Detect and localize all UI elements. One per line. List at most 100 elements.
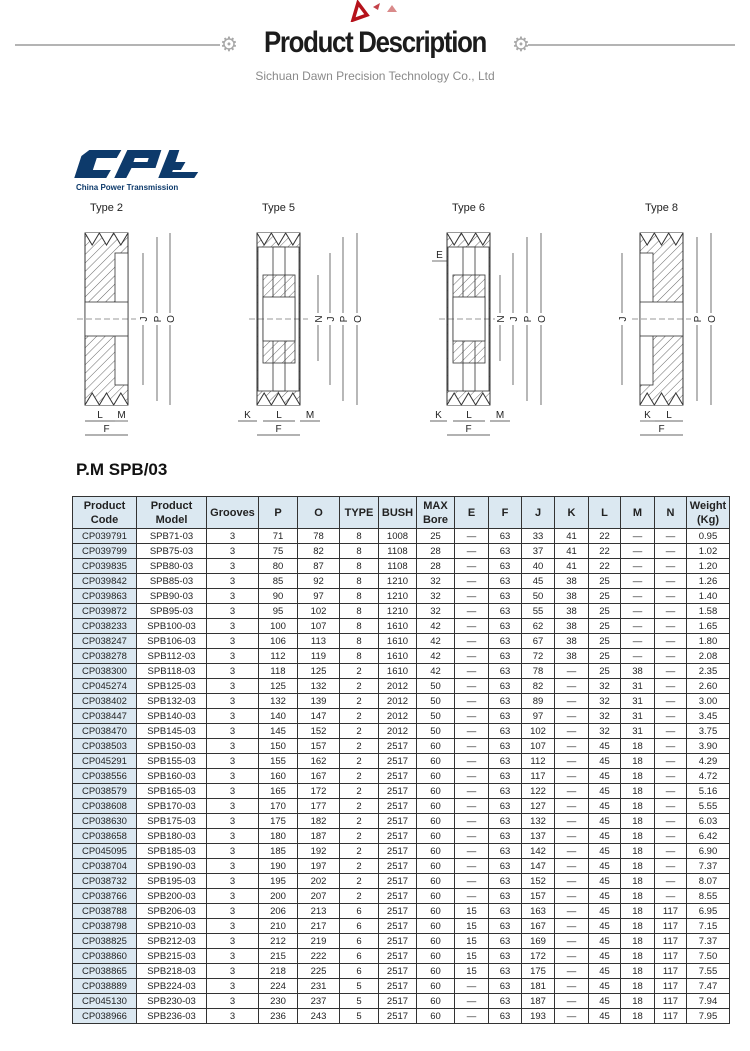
table-cell: 2517 bbox=[378, 963, 417, 979]
table-cell: 2.35 bbox=[686, 663, 730, 679]
table-cell: — bbox=[654, 693, 687, 709]
table-row: CP038798 SPB210-03 3 210 217 6 2517 60 15 63 167—4… bbox=[72, 918, 730, 934]
table-cell: 2 bbox=[339, 783, 379, 799]
groove-profile bbox=[84, 232, 129, 246]
table-cell: 63 bbox=[488, 543, 522, 559]
table-cell: CP038658 bbox=[72, 828, 137, 844]
table-cell: — bbox=[654, 588, 687, 604]
table-cell: 2 bbox=[339, 708, 379, 724]
table-cell: 42 bbox=[416, 648, 455, 664]
diagram-title: Type 6 bbox=[452, 202, 485, 214]
table-cell: 8 bbox=[339, 648, 379, 664]
table-cell: 117 bbox=[654, 948, 687, 964]
table-cell: 2012 bbox=[378, 723, 417, 739]
table-cell: — bbox=[454, 558, 489, 574]
table-cell: 3 bbox=[206, 798, 259, 814]
table-cell: 31 bbox=[620, 708, 655, 724]
table-cell: 45 bbox=[588, 963, 621, 979]
table-cell: 60 bbox=[416, 948, 455, 964]
table-cell: — bbox=[554, 903, 589, 919]
table-cell: 2 bbox=[339, 873, 379, 889]
table-cell: 1.40 bbox=[686, 588, 730, 604]
dimension-label: M bbox=[306, 410, 314, 421]
table-row: CP038966 SPB236-03 3 236 243 5 2517 60—63 193—45… bbox=[72, 1008, 730, 1024]
table-cell: 60 bbox=[416, 858, 455, 874]
table-cell: 60 bbox=[416, 798, 455, 814]
gear-icon: ⚙ bbox=[220, 34, 238, 56]
table-cell: 3 bbox=[206, 543, 259, 559]
table-cell: 187 bbox=[297, 828, 340, 844]
table-cell: 1210 bbox=[378, 603, 417, 619]
table-cell: — bbox=[554, 918, 589, 934]
dimension-label: O bbox=[537, 315, 548, 323]
table-cell: 18 bbox=[620, 978, 655, 994]
table-row: CP038470 SPB145-03 3 145 152 2 2012 50—63 102—32… bbox=[72, 723, 730, 739]
table-row: CP038630 SPB175-03 3 175 182 2 2517 60—63 132—45… bbox=[72, 813, 730, 829]
table-cell: 50 bbox=[416, 678, 455, 694]
table-cell: — bbox=[654, 558, 687, 574]
table-cell: 38 bbox=[554, 588, 589, 604]
table-cell: — bbox=[654, 738, 687, 754]
table-cell: — bbox=[554, 828, 589, 844]
table-cell: 22 bbox=[588, 558, 621, 574]
table-cell: — bbox=[654, 858, 687, 874]
column-header: Grooves bbox=[206, 496, 259, 529]
table-cell: — bbox=[454, 843, 489, 859]
table-cell: 1210 bbox=[378, 588, 417, 604]
table-cell: — bbox=[454, 978, 489, 994]
table-cell: 2 bbox=[339, 798, 379, 814]
table-cell: 31 bbox=[620, 678, 655, 694]
table-cell: 41 bbox=[554, 543, 589, 559]
table-cell: 2517 bbox=[378, 1008, 417, 1024]
dimension-label: O bbox=[707, 315, 718, 323]
table-cell: 45 bbox=[588, 978, 621, 994]
table-cell: 2517 bbox=[378, 933, 417, 949]
table-cell: — bbox=[620, 603, 655, 619]
table-cell: — bbox=[654, 648, 687, 664]
table-cell: 117 bbox=[654, 933, 687, 949]
gear-icon: ⚙ bbox=[512, 34, 530, 56]
table-cell: 218 bbox=[258, 963, 298, 979]
table-cell: 1008 bbox=[378, 528, 417, 544]
table-cell: 63 bbox=[488, 603, 522, 619]
table-cell: SPB200-03 bbox=[136, 888, 207, 904]
table-cell: 63 bbox=[488, 678, 522, 694]
table-cell: SPB180-03 bbox=[136, 828, 207, 844]
table-cell: 8.55 bbox=[686, 888, 730, 904]
table-cell: SPB160-03 bbox=[136, 768, 207, 784]
table-cell: 60 bbox=[416, 843, 455, 859]
dimension-label: L bbox=[666, 410, 672, 421]
table-cell: 63 bbox=[488, 933, 522, 949]
table-cell: — bbox=[454, 708, 489, 724]
table-cell: 8 bbox=[339, 588, 379, 604]
table-cell: 3 bbox=[206, 963, 259, 979]
table-cell: — bbox=[554, 843, 589, 859]
table-cell: — bbox=[654, 783, 687, 799]
table-cell: 1610 bbox=[378, 618, 417, 634]
table-row: CP039791 SPB71-03 3 71 78 8 1008 25—63 33 41 22— —0… bbox=[72, 528, 730, 544]
table-cell: 60 bbox=[416, 963, 455, 979]
table-header-row: Product Code Product Model Grooves P O TYPE BU… bbox=[72, 496, 730, 529]
table-cell: 3 bbox=[206, 648, 259, 664]
table-row: CP038233 SPB100-03 3 100 107 8 1610 42—63 62 38 25… bbox=[72, 618, 730, 634]
table-cell: 7.95 bbox=[686, 1008, 730, 1024]
groove-profile bbox=[446, 232, 491, 246]
table-cell: 2517 bbox=[378, 993, 417, 1009]
table-cell: 1.80 bbox=[686, 633, 730, 649]
table-cell: 6.90 bbox=[686, 843, 730, 859]
table-cell: 4.72 bbox=[686, 768, 730, 784]
table-cell: 38 bbox=[620, 663, 655, 679]
table-cell: 172 bbox=[297, 783, 340, 799]
table-cell: 62 bbox=[521, 618, 555, 634]
table-cell: — bbox=[620, 528, 655, 544]
table-cell: 18 bbox=[620, 753, 655, 769]
table-cell: 1108 bbox=[378, 543, 417, 559]
table-row: CP045291 SPB155-03 3 155 162 2 2517 60—63 112—45… bbox=[72, 753, 730, 769]
table-cell: 8 bbox=[339, 618, 379, 634]
column-header: P bbox=[258, 496, 298, 529]
table-cell: — bbox=[654, 678, 687, 694]
table-cell: — bbox=[554, 993, 589, 1009]
table-cell: — bbox=[620, 633, 655, 649]
dimension-label: J bbox=[139, 317, 150, 322]
table-cell: 63 bbox=[488, 858, 522, 874]
